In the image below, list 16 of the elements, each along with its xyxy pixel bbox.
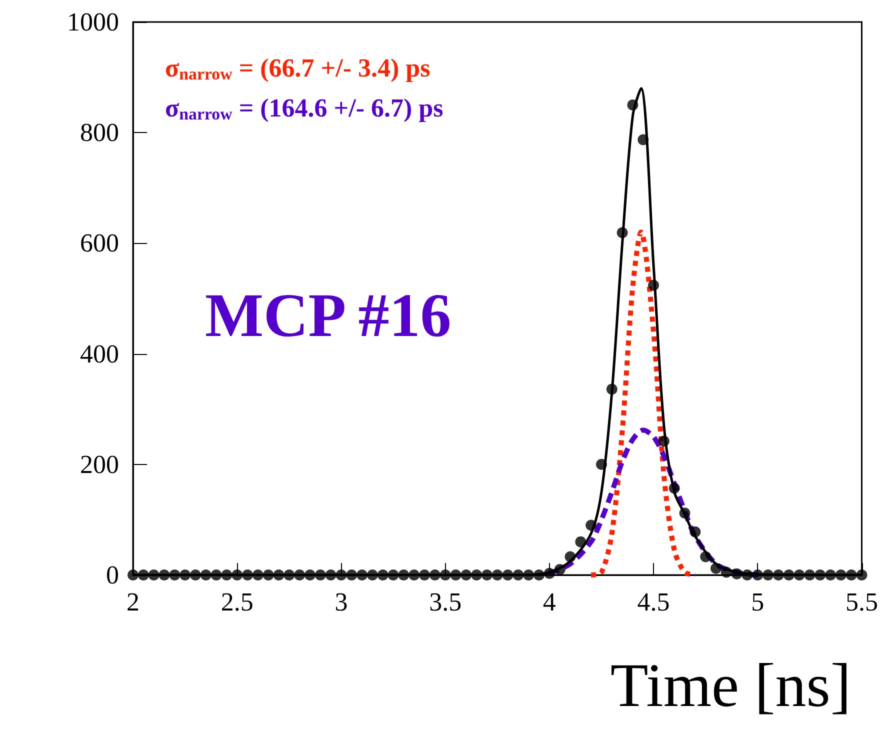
x-tick-label: 3 — [334, 588, 348, 616]
y-tick-label: 600 — [80, 228, 119, 258]
x-tick-label: 4 — [542, 588, 556, 616]
y-tick-label: 200 — [80, 450, 119, 479]
x-tick-label: 4.5 — [637, 588, 670, 616]
x-axis-title: Time [ns] — [610, 652, 852, 720]
x-tick-label: 2 — [126, 588, 140, 616]
x-tick-label: 2.5 — [220, 588, 254, 616]
x-tick-label: 5.5 — [846, 588, 878, 616]
y-tick-label: 800 — [80, 118, 119, 148]
x-tick-label: 3.5 — [429, 588, 462, 616]
annotation: MCP #16 — [205, 282, 452, 350]
y-tick-label: 1000 — [67, 8, 119, 36]
y-tick-label: 400 — [80, 339, 119, 368]
y-tick-label: 0 — [106, 560, 119, 590]
x-tick-label: 5 — [751, 588, 764, 616]
